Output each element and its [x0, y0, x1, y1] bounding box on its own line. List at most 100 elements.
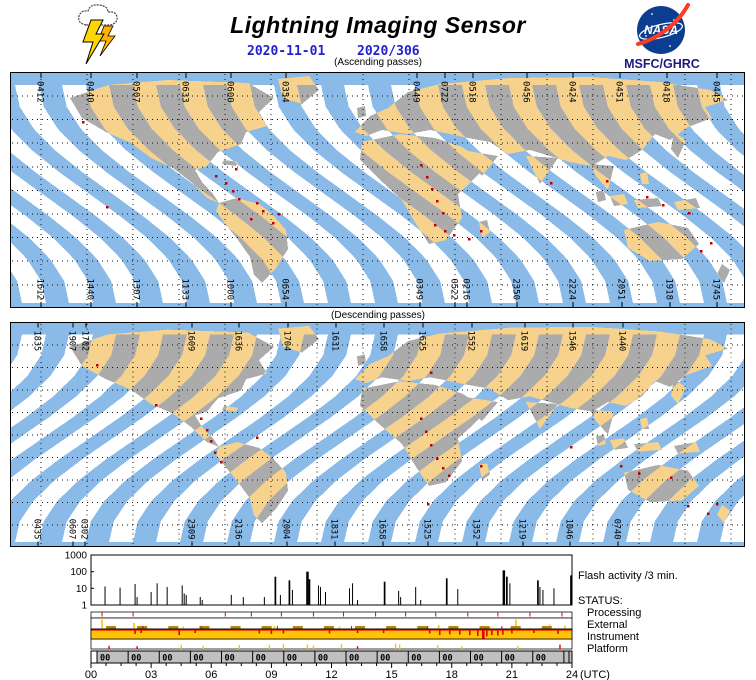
date-doy: 2020/306 [357, 44, 420, 59]
flash-activity-spikes [104, 570, 572, 605]
lightning-cloud-icon [78, 4, 118, 65]
status-track-platform [90, 638, 573, 650]
orbit-time-label: 1625 [416, 331, 426, 352]
orbit-time-label: 0216 [461, 278, 471, 300]
orbit-time-label: 1609 [185, 331, 195, 352]
orbit-time-label: 2224 [567, 278, 577, 300]
orbit-minute-label: 00 [162, 654, 172, 664]
descending-passes-map: 1835 1907 1702 1609 1636 1704 1631 1658 1625 1552… [10, 322, 745, 547]
orbit-time-label: 1658 [376, 519, 386, 540]
graticule [12, 323, 743, 546]
orbit-time-label: 0440 [85, 81, 95, 103]
orbit-time-label: 0349 [414, 278, 424, 300]
orbit-time-label: 1745 [711, 278, 721, 300]
orbit-time-label: 1000 [225, 278, 235, 300]
orbit-minute-label: 00 [474, 654, 484, 664]
x-axis-hour-label: 21 [506, 669, 518, 680]
x-axis-hour-label: 24 [566, 669, 578, 680]
orbit-time-label: 0456 [521, 81, 531, 103]
orbit-time-label: 1352 [470, 519, 480, 540]
orbit-time-label: 1552 [465, 331, 475, 352]
orbit-time-label: 2004 [280, 519, 290, 540]
x-axis-hour-label: 09 [265, 669, 277, 680]
orbit-time-label: 0607 [66, 519, 76, 540]
x-axis-hour-label: 00 [85, 669, 97, 680]
orbit-time-label: 0302 [78, 519, 88, 540]
y-axis-tick-label: 10 [76, 584, 88, 595]
ascending-caption: (Ascending passes) [334, 57, 422, 68]
orbit-time-label: 0518 [467, 81, 477, 103]
org-label: MSFC/GHRC [624, 57, 700, 71]
y-axis-tick-label: 100 [70, 567, 87, 578]
orbit-time-label: 2350 [511, 278, 521, 300]
orbit-time-label: 1631 [329, 331, 339, 352]
lightning-flash-dots [96, 363, 719, 516]
nasa-logo: NASA [636, 3, 690, 54]
orbit-time-labels-top: 0412 0440 0507 0633 0600 0354 0449 0722 0518 0456… [35, 72, 721, 103]
orbit-minute-label: 00 [380, 654, 390, 664]
orbit-time-label: 1219 [516, 519, 526, 540]
orbit-time-labels-top: 1835 1907 1702 1609 1636 1704 1631 1658 1625 1552… [31, 322, 627, 352]
flash-activity-label: Flash activity /3 min. [578, 570, 678, 582]
status-row-instrument: Instrument [587, 631, 639, 643]
orbit-time-label: 0445 [711, 81, 721, 103]
orbit-minute-label: 00 [131, 654, 141, 664]
orbit-time-label: 0418 [661, 81, 671, 103]
orbit-minute-label: 00 [256, 654, 266, 664]
orbit-time-label: 2309 [185, 519, 195, 540]
orbit-time-label: 1307 [131, 278, 141, 300]
orbit-time-label: 0435 [31, 519, 41, 540]
orbit-time-label: 0449 [411, 81, 421, 103]
orbit-time-label: 1831 [328, 519, 338, 540]
status-title: STATUS: [578, 595, 623, 607]
x-axis-unit-label: (UTC) [580, 669, 610, 680]
ascending-passes-map: 0412 0440 0507 0633 0600 0354 0449 0722 0518 0456… [10, 72, 745, 308]
graticule [12, 74, 743, 306]
orbit-time-label: 0522 [449, 278, 459, 300]
x-axis-hour-label: 03 [145, 669, 157, 680]
x-axis-hour-label: 12 [325, 669, 337, 680]
orbit-time-label: 0424 [567, 81, 577, 103]
orbit-time-label: 1046 [563, 519, 573, 540]
orbit-time-label: 0633 [180, 81, 190, 103]
date-iso: 2020-11-01 [247, 44, 326, 59]
status-row-platform: Platform [587, 643, 628, 655]
orbit-time-label: 1612 [35, 278, 45, 300]
y-axis-tick-label: 1 [81, 601, 87, 612]
orbit-time-label: 1440 [616, 331, 626, 352]
orbit-minute-label: 00 [225, 654, 235, 664]
orbit-time-label: 1619 [518, 331, 528, 352]
lightning-flash-dots [82, 121, 713, 253]
orbit-minute-label: 00 [505, 654, 515, 664]
x-axis-hour-label: 18 [446, 669, 458, 680]
x-axis-hour-label: 06 [205, 669, 217, 680]
orbit-minute-label: 00 [411, 654, 421, 664]
orbit-time-label: 1525 [421, 519, 431, 540]
orbit-time-labels-bottom: 0435 0607 0302 2309 2136 2004 1831 1658 1525 1352… [31, 519, 622, 547]
x-axis-hour-label: 15 [386, 669, 398, 680]
orbit-time-label: 1835 [31, 331, 41, 352]
orbit-minute-label: 00 [442, 654, 452, 664]
orbit-time-label: 1636 [232, 331, 242, 352]
orbit-minute-label: 00 [536, 654, 546, 664]
orbit-minute-label: 00 [193, 654, 203, 664]
orbit-minute-label: 00 [287, 654, 297, 664]
y-axis-tick-label: 1000 [65, 551, 88, 562]
orbit-time-label: 1546 [566, 331, 576, 352]
orbit-time-label: 1440 [85, 278, 95, 300]
orbit-time-label: 2136 [232, 519, 242, 540]
orbit-time-label: 2051 [616, 278, 626, 300]
status-row-external: External [587, 619, 628, 631]
orbit-time-label: 0740 [611, 519, 621, 540]
orbit-time-label: 0451 [614, 81, 624, 103]
status-track-processing [90, 611, 573, 619]
status-row-processing: Processing [587, 607, 642, 619]
orbit-time-label: 1702 [79, 331, 89, 352]
orbit-time-label: 1658 [377, 331, 387, 352]
orbit-time-label: 1704 [281, 331, 291, 352]
orbit-time-label: 0354 [280, 81, 290, 103]
orbit-minute-label: 00 [100, 654, 110, 664]
descending-caption: (Descending passes) [331, 310, 425, 321]
